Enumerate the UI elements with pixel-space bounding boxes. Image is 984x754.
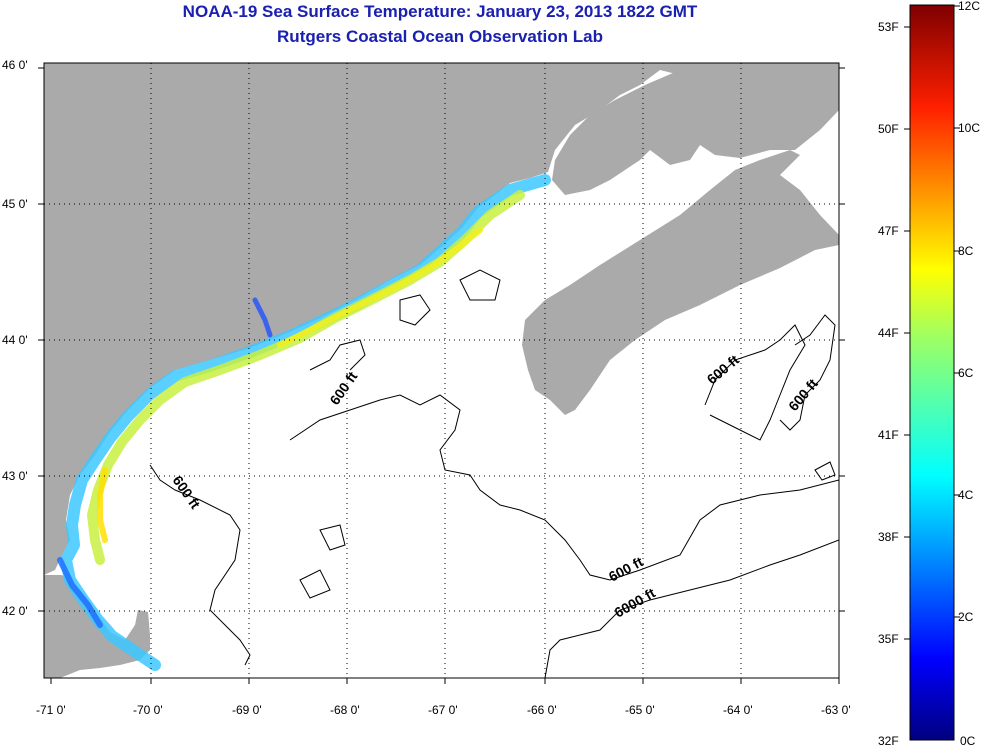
bathymetry-contours [149,269,839,678]
lat-axis [38,67,845,612]
lon-label: -63 0' [821,703,851,717]
map-frame [43,62,840,679]
colorbar-c-label: 4C [958,488,974,502]
lon-axis [50,678,840,684]
lat-label: 45 0' [2,197,28,211]
sst-coastal-band [57,174,551,671]
lon-label: -70 0' [133,703,163,717]
colorbar-f-ticks [904,26,910,640]
land-new-england [44,63,720,575]
lon-label: -64 0' [723,703,753,717]
colorbar-c-label: 6C [958,366,974,380]
colorbar-f-label: 50F [878,122,899,136]
colorbar-f-label: 35F [878,632,899,646]
colorbar-c-label: 0C [960,734,976,748]
colorbar-f-label: 41F [878,428,899,442]
map-subtitle: Rutgers Coastal Ocean Observation Lab [277,27,603,46]
colorbar-c-label: 2C [958,610,974,624]
colorbar-c-label: 10C [958,121,980,135]
lon-label: -69 0' [232,703,262,717]
lat-label: 42 0' [2,604,28,618]
colorbar-f-label: 47F [878,224,899,238]
lon-label: -71 0' [36,703,66,717]
lat-label: 44 0' [2,333,28,347]
colorbar-f-label: 38F [878,530,899,544]
colorbar-c-ticks [954,5,960,618]
lat-label: 46 0' [2,58,28,72]
colorbar-f-label: 53F [878,20,899,34]
lon-label: -65 0' [625,703,655,717]
temperature-colorbar [909,4,955,741]
map-title: NOAA-19 Sea Surface Temperature: January… [182,2,698,21]
colorbar-f-label: 44F [878,326,899,340]
colorbar-c-label: 12C [958,0,980,13]
colorbar-c-label: 8C [958,244,974,258]
lon-label: -66 0' [527,703,557,717]
colorbar-f-label: 32F [878,734,899,748]
land-new-brunswick [552,63,839,195]
land-nova-scotia [522,150,839,415]
lon-label: -68 0' [330,703,360,717]
lat-label: 43 0' [2,469,28,483]
lon-label: -67 0' [428,703,458,717]
